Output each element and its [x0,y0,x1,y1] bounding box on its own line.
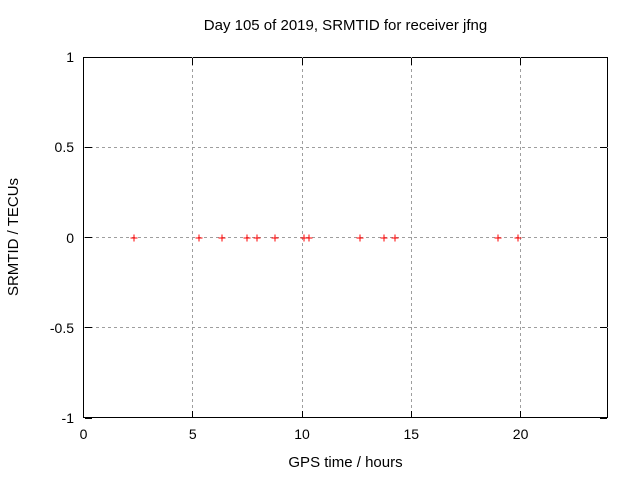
data-point-marker [243,234,251,241]
x-axis-label: GPS time / hours [288,454,403,471]
y-tick-right [600,327,607,329]
y-tick-label: 1 [66,49,74,65]
y-tick-left [84,327,92,329]
x-tick-bottom [301,411,303,418]
y-tick-label: 0.5 [54,139,74,156]
y-axis-label: SRMTID / TECUs [5,177,22,297]
x-tick-bottom [410,411,412,418]
y-tick-right [600,56,607,58]
y-tick-right [600,237,607,238]
x-tick-top [301,58,303,65]
y-tick-label: -0.5 [49,319,74,336]
data-point-marker [305,234,313,241]
x-tick-label: 20 [512,426,529,442]
x-tick-bottom [520,411,522,418]
data-point-marker [130,234,138,241]
y-tick-label: 0 [66,229,74,246]
data-point-marker [218,234,226,241]
y-tick-left [84,146,92,148]
y-tick-left [84,56,92,58]
data-point-marker [391,234,399,241]
x-tick-label: 5 [188,426,197,442]
y-tick-left [84,417,92,419]
chart-title: Day 105 of 2019, SRMTID for receiver jfn… [203,17,488,34]
y-tick-left [84,237,92,238]
x-tick-top [83,58,84,65]
data-point-marker [380,234,388,241]
x-tick-top [410,58,412,65]
data-point-marker [494,234,502,241]
x-tick-label: 10 [294,426,310,442]
y-tick-right [600,417,607,419]
x-tick-bottom [192,411,194,418]
data-point-marker [356,234,364,241]
y-gridline [83,237,608,238]
x-tick-top [192,58,194,65]
data-point-marker [300,234,308,241]
data-point-marker [195,234,203,241]
data-point-marker [514,234,522,241]
y-tick-right [600,146,607,148]
x-tick-label: 15 [403,426,420,442]
y-tick-label: -1 [61,410,74,426]
data-point-marker [271,234,278,241]
x-tick-top [520,58,522,65]
x-tick-label: 0 [79,426,88,442]
x-tick-bottom [83,411,84,418]
y-gridline [83,327,608,329]
data-point-marker [253,234,261,241]
y-gridline [83,146,608,148]
